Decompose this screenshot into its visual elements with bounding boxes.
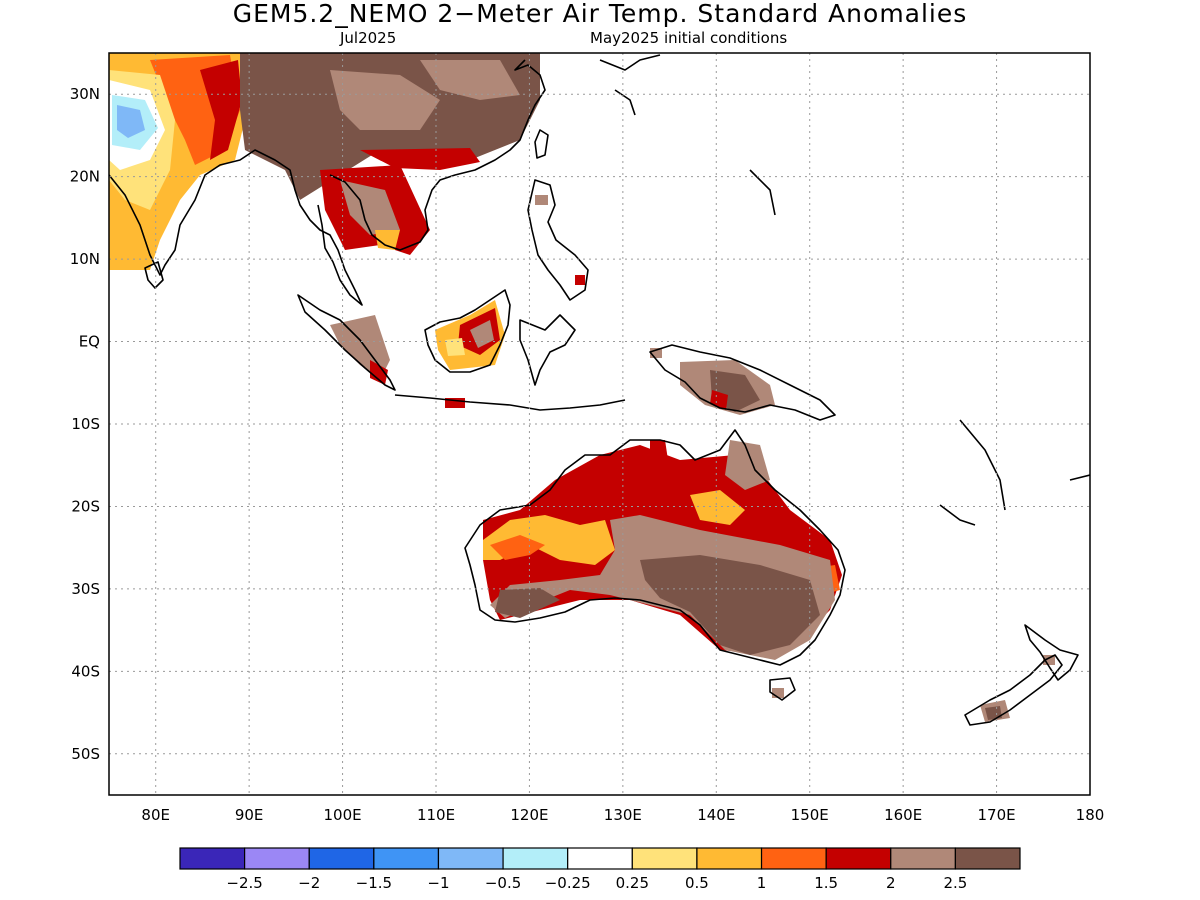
australia-coast xyxy=(464,429,846,666)
lon-tick-label: 160E xyxy=(884,806,922,824)
lon-tick-label: 180 xyxy=(1076,806,1105,824)
australia-southeast-field xyxy=(640,555,820,655)
lat-tick-label: 10N xyxy=(70,250,100,268)
australia-center-warm-field xyxy=(690,490,745,525)
latitude-tick-labels: 30N 20N 10N EQ 10S 20S 30S 40S 50S xyxy=(70,85,100,763)
colorbar-label: 1.5 xyxy=(814,874,838,892)
lat-tick-label: 10S xyxy=(71,415,100,433)
lon-tick-label: 110E xyxy=(417,806,455,824)
colorbar-swatch xyxy=(437,847,504,870)
colorbar-label: −2 xyxy=(298,874,320,892)
sumatra-south-field xyxy=(370,360,388,385)
colorbar-swatch xyxy=(825,847,892,870)
australia-west-warm-field xyxy=(483,515,615,565)
colorbar-label: 0.5 xyxy=(685,874,709,892)
arnhem-field xyxy=(650,440,668,460)
map-frame xyxy=(108,52,1091,796)
mainland-coast-west xyxy=(109,149,363,306)
lat-tick-label: EQ xyxy=(79,333,100,351)
borneo-coast xyxy=(424,289,511,373)
lon-tick-label: 90E xyxy=(235,806,264,824)
colorbar-swatch xyxy=(631,847,698,870)
colorbar-swatch xyxy=(954,847,1021,870)
colorbar-swatch xyxy=(760,847,827,870)
nz-south-coast xyxy=(964,654,1063,726)
longitude-tick-labels: 80E 90E 100E 110E 120E 130E 140E 150E 160E 170E 18… xyxy=(141,806,1104,824)
sulawesi-coast xyxy=(519,314,576,386)
valid-month-label: Jul2025 xyxy=(340,29,397,47)
mindanao-field xyxy=(575,275,585,285)
lon-tick-label: 80E xyxy=(141,806,170,824)
lat-tick-label: 40S xyxy=(71,662,100,680)
japan-ryukyu-coast xyxy=(599,54,776,216)
lon-tick-label: 100E xyxy=(324,806,362,824)
lon-tick-label: 170E xyxy=(978,806,1016,824)
colorbar-swatch xyxy=(567,847,633,870)
lon-tick-label: 150E xyxy=(791,806,829,824)
coastlines xyxy=(109,54,1090,726)
australia-southwest-field xyxy=(495,588,560,618)
lat-tick-label: 30N xyxy=(70,85,100,103)
himalaya-hot-field xyxy=(200,60,242,160)
china-center-field xyxy=(330,70,440,130)
cape-york-field xyxy=(725,440,770,490)
borneo-core-field xyxy=(470,320,494,348)
australia-west-hotter-field xyxy=(490,535,545,560)
colorbar-label: 1 xyxy=(757,874,767,892)
anomaly-shading xyxy=(109,53,1055,722)
pacific-islands-coast xyxy=(939,419,1090,526)
lat-tick-label: 20S xyxy=(71,497,100,515)
sumatra-coast xyxy=(297,294,396,391)
colorbar-swatch xyxy=(308,847,375,870)
lat-tick-label: 50S xyxy=(71,745,100,763)
colorbar-label: 0.25 xyxy=(616,874,649,892)
lon-tick-label: 130E xyxy=(604,806,642,824)
lon-tick-label: 120E xyxy=(510,806,548,824)
colorbar-swatch xyxy=(502,847,569,870)
init-conditions-label: May2025 initial conditions xyxy=(590,29,788,47)
colorbar-label: −2.5 xyxy=(226,874,262,892)
map-gridlines xyxy=(109,53,1090,795)
map-title: GEM5.2_NEMO 2−Meter Air Temp. Standard A… xyxy=(232,0,968,28)
colorbar-swatch xyxy=(890,847,956,870)
tasmania-coast xyxy=(769,677,796,701)
south-china-hot-field xyxy=(360,148,480,170)
lat-tick-label: 20N xyxy=(70,168,100,186)
colorbar-swatch xyxy=(179,847,246,870)
new-guinea-coast xyxy=(649,344,836,421)
india-cold-core xyxy=(117,105,145,138)
borneo-west-field xyxy=(445,338,465,356)
nz-north-coast xyxy=(1024,624,1079,681)
colorbar-label: −1.5 xyxy=(356,874,392,892)
colorbar xyxy=(179,847,1021,870)
colorbar-label: 2 xyxy=(886,874,896,892)
java-coast xyxy=(394,394,626,411)
luzon-field xyxy=(535,195,548,205)
indochina-south-field xyxy=(375,230,400,250)
china-north-field xyxy=(420,60,520,100)
colorbar-swatch xyxy=(373,847,440,870)
lon-tick-label: 140E xyxy=(697,806,735,824)
philippines-coast xyxy=(527,179,589,301)
lat-tick-label: 30S xyxy=(71,580,100,598)
colorbar-label: 2.5 xyxy=(943,874,967,892)
colorbar-swatch xyxy=(696,847,763,870)
colorbar-swatch xyxy=(244,847,310,870)
colorbar-label: −0.5 xyxy=(485,874,521,892)
mainland-coast-east xyxy=(329,59,546,251)
colorbar-label: −1 xyxy=(427,874,449,892)
taiwan-coast xyxy=(534,129,549,159)
colorbar-labels: −2.5 −2 −1.5 −1 −0.5 −0.25 0.25 0.5 1 1.5 2 2.5 xyxy=(226,874,967,892)
colorbar-label: −0.25 xyxy=(545,874,591,892)
nz-south-core-field xyxy=(985,706,1002,720)
